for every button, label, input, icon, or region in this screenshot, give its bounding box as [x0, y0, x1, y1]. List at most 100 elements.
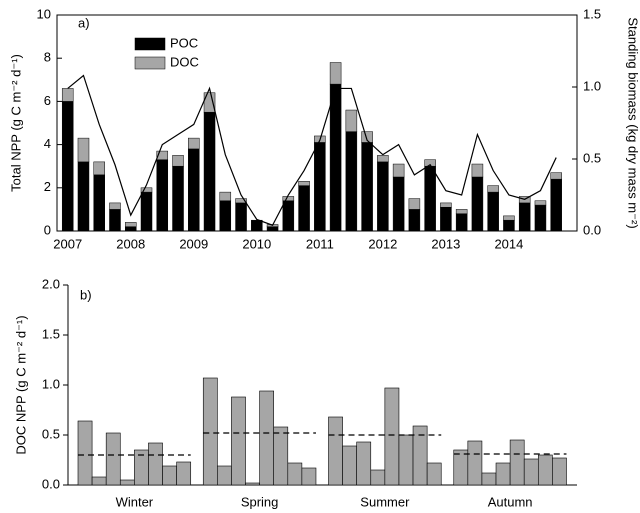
bar-segment: [235, 202, 247, 232]
bar: [176, 461, 192, 486]
x-tick-label: 2009: [179, 236, 208, 251]
bar: [412, 425, 428, 486]
bar-segment: [471, 163, 484, 178]
x-tick-label: Spring: [241, 494, 279, 509]
bar-segment: [93, 174, 105, 232]
y-axis-label: DOC NPP (g C m⁻² d⁻¹): [13, 315, 28, 454]
bar-segment: [487, 191, 499, 232]
bar-segment: [471, 176, 484, 232]
bar-segment: [392, 176, 405, 232]
bar-segment: [361, 142, 373, 232]
bar-segment: [455, 213, 468, 232]
bar: [273, 426, 289, 486]
bar-segment: [61, 101, 74, 232]
biomass-line: [67, 74, 557, 226]
bar-segment: [266, 226, 279, 232]
x-tick-label: 2012: [368, 236, 397, 251]
bar: [287, 462, 303, 486]
y2-axis-label: Standing biomass (kg dry mass m⁻²): [626, 17, 640, 228]
bar-segment: [172, 155, 184, 167]
y-tick-label: 0.0: [42, 476, 60, 491]
bar-segment: [77, 137, 90, 163]
panel-label: a): [78, 15, 90, 30]
bar: [91, 476, 107, 486]
bar-segment: [172, 165, 184, 232]
y2-tick-label: 0.5: [583, 150, 601, 165]
bar: [259, 390, 275, 486]
bar-segment: [77, 161, 90, 232]
bar-segment: [550, 172, 562, 180]
panel-label: b): [80, 287, 92, 302]
bar: [119, 479, 135, 486]
bar-segment: [219, 200, 232, 232]
y-tick-label: 2.0: [42, 276, 60, 291]
bar-segment: [377, 161, 389, 232]
bar-segment: [251, 219, 263, 232]
bar-segment: [534, 204, 547, 232]
bar: [370, 469, 386, 486]
x-tick-label: Autumn: [488, 494, 533, 509]
bar-segment: [424, 165, 436, 232]
bar-segment: [298, 181, 310, 186]
bar-segment: [61, 88, 74, 102]
y-axis-label: Total NPP (g C m⁻² d⁻¹): [8, 54, 23, 192]
y-tick-label: 10: [37, 6, 51, 21]
y2-tick-label: 1.0: [583, 78, 601, 93]
bar-segment: [93, 161, 105, 176]
bar: [523, 458, 539, 486]
x-tick-label: Summer: [360, 494, 410, 509]
bar-segment: [440, 202, 452, 208]
y-tick-label: 0.5: [42, 426, 60, 441]
legend-label: POC: [170, 35, 198, 50]
bar: [162, 465, 177, 486]
bar-segment: [361, 131, 373, 143]
bar-segment: [329, 62, 342, 85]
bar: [301, 467, 317, 486]
bar-segment: [124, 222, 137, 227]
bar-segment: [203, 111, 216, 232]
bar: [217, 465, 232, 486]
bar-segment: [188, 148, 200, 232]
bar-segment: [282, 200, 295, 232]
bar-segment: [140, 191, 153, 232]
y-tick-label: 4: [44, 136, 51, 151]
bar-segment: [282, 196, 295, 202]
bar-segment: [156, 159, 169, 232]
bar: [231, 396, 246, 486]
bar: [467, 440, 483, 486]
y-tick-label: 8: [44, 50, 51, 65]
legend-label: DOC: [170, 54, 199, 69]
y2-tick-label: 0.0: [583, 222, 601, 237]
bar-segment: [550, 178, 562, 232]
bar-segment: [503, 219, 515, 232]
bar-segment: [518, 202, 531, 232]
bar-segment: [534, 200, 547, 206]
bar: [426, 462, 442, 486]
y-tick-label: 2: [44, 179, 51, 194]
bar-segment: [424, 159, 436, 167]
legend-swatch: [134, 56, 166, 70]
x-tick-label: 2008: [116, 236, 145, 251]
bar: [384, 387, 400, 486]
bar: [148, 442, 163, 486]
y-tick-label: 1.0: [42, 376, 60, 391]
y2-tick-label: 1.5: [583, 6, 601, 21]
x-tick-label: 2013: [431, 236, 460, 251]
bar: [77, 420, 93, 486]
bar-segment: [408, 209, 421, 232]
bar: [328, 416, 343, 486]
bar-segment: [503, 215, 515, 221]
y-tick-label: 1.5: [42, 326, 60, 341]
bar: [495, 462, 511, 486]
bar: [342, 445, 357, 486]
bar: [356, 441, 372, 486]
bar-segment: [408, 198, 421, 210]
bar-segment: [235, 198, 247, 204]
bar-segment: [345, 109, 358, 132]
x-tick-label: 2011: [306, 236, 334, 251]
bar: [245, 482, 260, 486]
x-tick-label: 2010: [242, 236, 271, 251]
bar-segment: [188, 137, 200, 150]
y-tick-label: 0: [44, 222, 51, 237]
bar-segment: [455, 209, 468, 214]
